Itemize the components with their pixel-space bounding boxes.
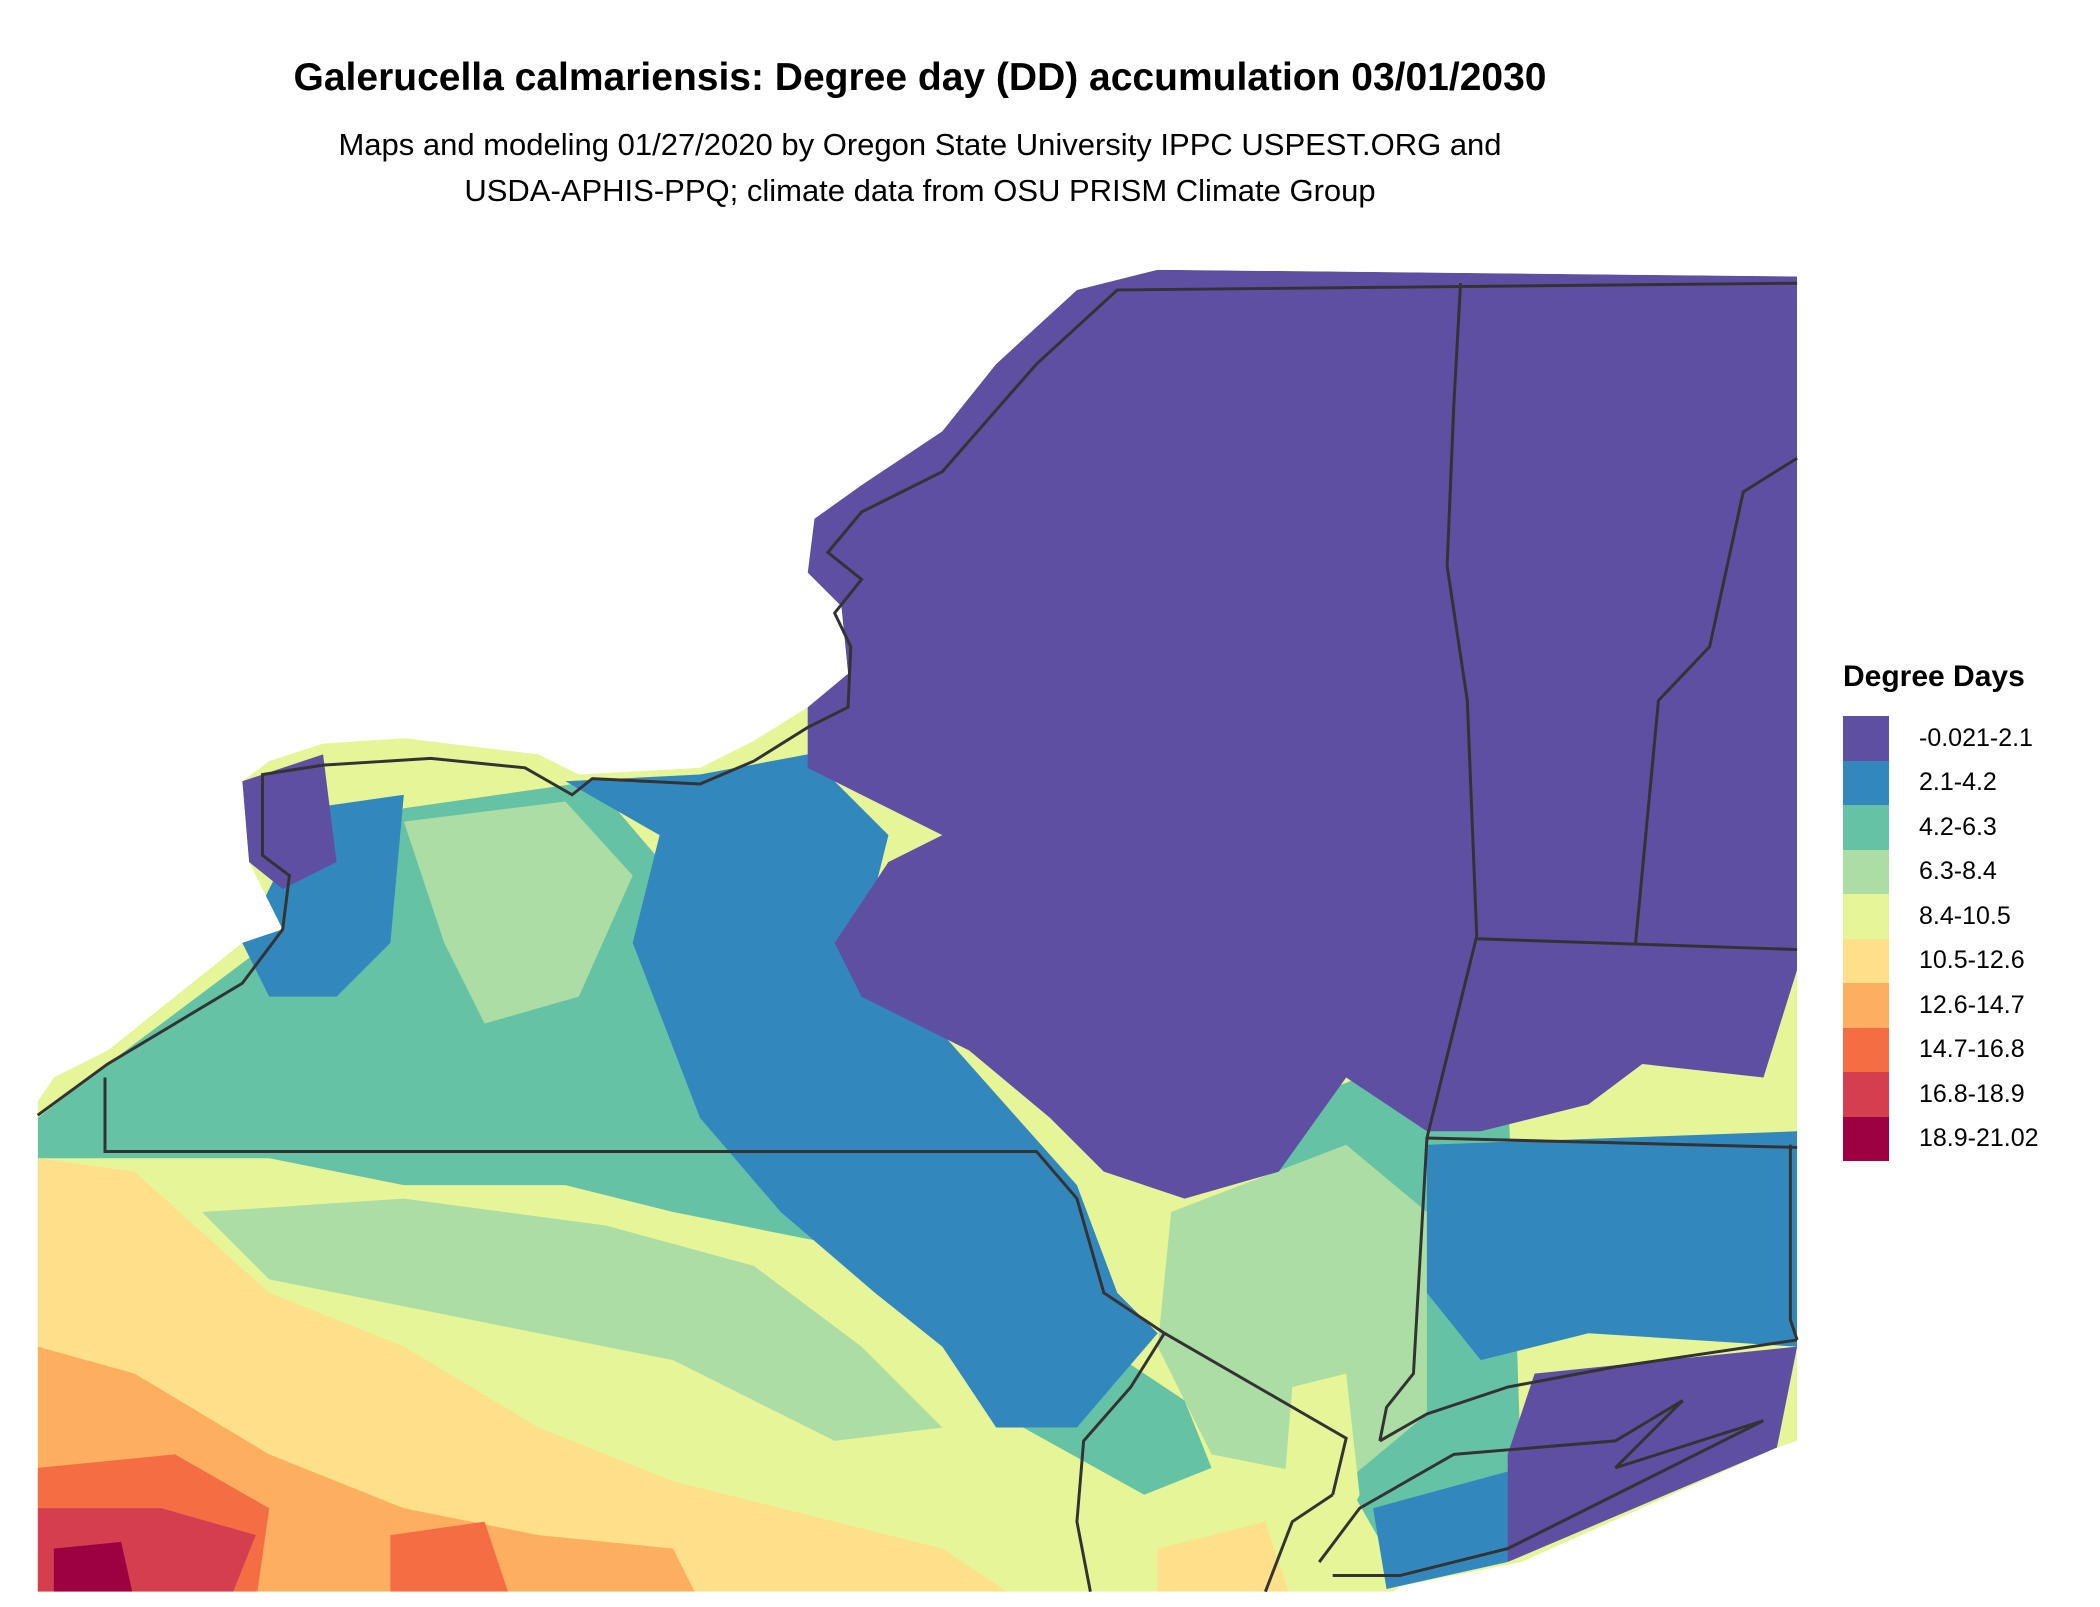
legend-swatch [1843,1072,1889,1117]
legend-label: 16.8-18.9 [1919,1079,2025,1108]
legend-label: 14.7-16.8 [1919,1035,2025,1064]
ma-nh-border [1476,937,1798,952]
zone-2.1-4.2-ct [1426,1131,1798,1361]
state-boundaries [36,281,1799,1593]
legend-swatch [1843,1116,1889,1161]
zone-2.1-4.2-west [242,794,404,997]
legend-item: 10.5-12.6 [1843,938,2039,983]
legend: Degree Days -0.021-2.1 2.1-4.2 4.2-6.3 6.3-… [1843,660,2039,1161]
ct-ri-border [1788,1144,1799,1341]
vt-nh-border [1634,456,1798,943]
map-title: Galerucella calmariensis: Degree day (DD… [293,56,1547,99]
legend-item: 8.4-10.5 [1843,894,2039,939]
legend-swatch [1843,849,1889,894]
zone-6.3-8.4-b [201,1198,943,1441]
map-subtitle: Maps and modeling 01/27/2020 by Oregon S… [0,122,1840,214]
legend-label: 8.4-10.5 [1919,901,2011,930]
legend-swatch [1843,894,1889,939]
legend-label: 4.2-6.3 [1919,812,1997,841]
legend-swatch [1843,805,1889,850]
legend-label: -0.021-2.1 [1919,723,2033,752]
ny-vt-ma-border [1378,283,1479,1442]
nj-ny-border [1163,1331,1348,1496]
subtitle-line-1: Maps and modeling 01/27/2020 by Oregon S… [338,127,1502,162]
legend-title: Degree Days [1843,660,2025,693]
legend-label: 18.9-21.02 [1919,1124,2039,1153]
legend-label: 12.6-14.7 [1919,990,2025,1019]
pa-ny-border [103,1077,1166,1335]
legend-swatch [1843,938,1889,983]
pa-nj-border [1075,1332,1166,1592]
zone-2.1-4.2-li [1373,1467,1522,1589]
zone-minus0.021-2.1-li [1507,1346,1798,1563]
legend-label: 2.1-4.2 [1919,768,1997,797]
legend-item: 18.9-21.02 [1843,1116,2039,1161]
legend-swatch [1843,716,1889,761]
legend-swatch [1843,760,1889,805]
legend-swatch [1843,1027,1889,1072]
legend-label: 10.5-12.6 [1919,946,2025,975]
ny-outline [36,281,1798,1117]
legend-label: 6.3-8.4 [1919,857,1997,886]
zone-6.3-8.4-se [1157,1144,1427,1482]
long-island-outline [1318,1399,1765,1577]
subtitle-line-2: USDA-APHIS-PPQ; climate data from OSU PR… [464,173,1376,208]
zone-14.7-16.8-b [390,1521,512,1592]
zone-minus0.021-2.1-nw [242,754,337,889]
zone-6.3-8.4 [403,801,633,1024]
ct-coast [1379,1338,1798,1443]
ma-ct-border [1426,1136,1798,1149]
legend-item: 14.7-16.8 [1843,1027,2039,1072]
legend-item: 2.1-4.2 [1843,760,2039,805]
zone-minus0.021-2.1 [807,269,1798,1199]
zone-8.4-10.5-nyc [1278,1373,1360,1576]
legend-item: -0.021-2.1 [1843,716,2039,761]
nj-coast [1264,1493,1334,1593]
zone-10.5-12.6-nyc [1157,1521,1293,1592]
zone-18.9-21.02 [53,1541,135,1592]
legend-item: 12.6-14.7 [1843,983,2039,1028]
legend-item: 6.3-8.4 [1843,849,2039,894]
legend-item: 16.8-18.9 [1843,1072,2039,1117]
zone-2.1-4.2 [565,754,1158,1428]
legend-item: 4.2-6.3 [1843,805,2039,850]
legend-swatch [1843,983,1889,1028]
